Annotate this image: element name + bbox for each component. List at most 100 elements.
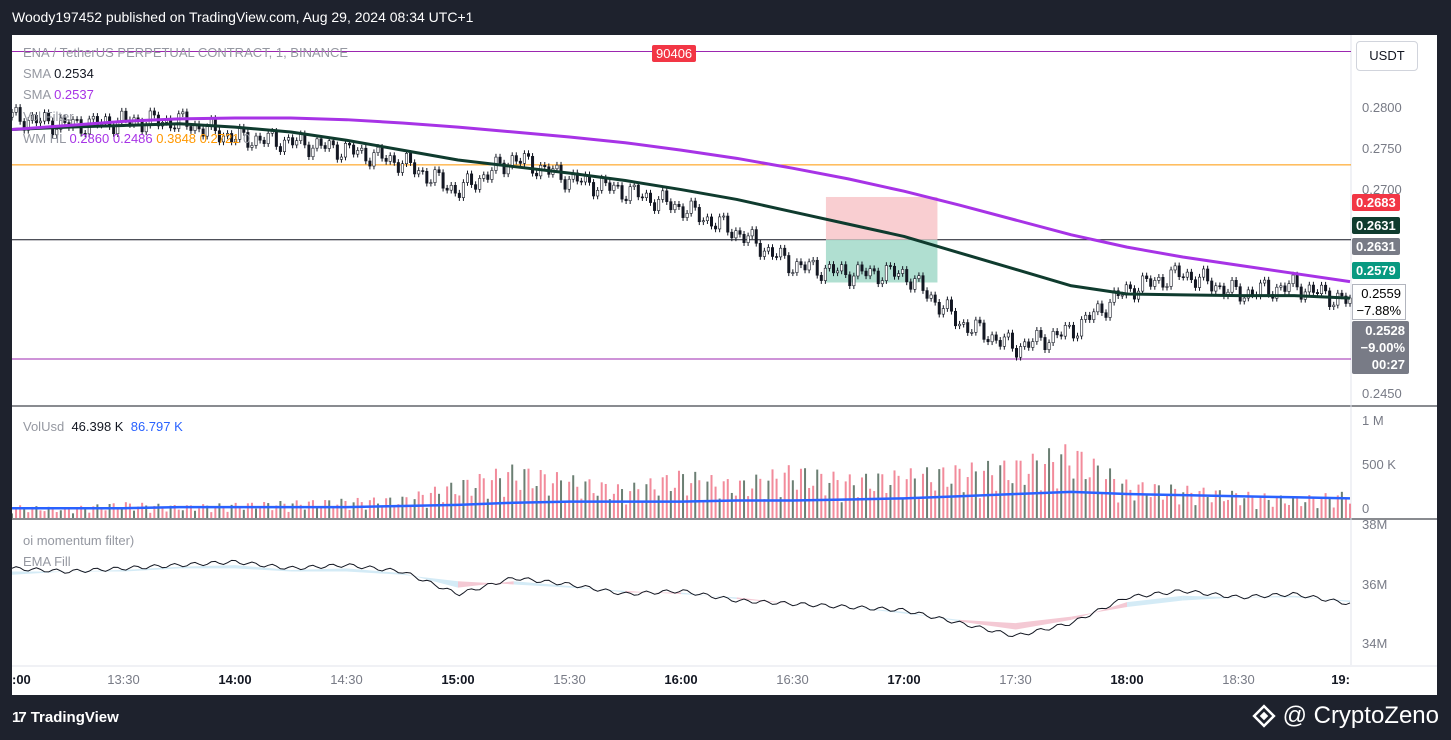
candle-body xyxy=(624,198,628,202)
volume-bar xyxy=(816,469,819,518)
volume-bar xyxy=(523,469,526,518)
volume-bar xyxy=(881,474,884,518)
volume-bar xyxy=(1064,444,1067,518)
candle-body xyxy=(449,184,453,191)
candle-body xyxy=(189,126,193,131)
candle-body xyxy=(815,259,819,276)
volume-bar xyxy=(120,507,123,518)
candle-body xyxy=(59,117,63,130)
candle-body xyxy=(758,242,762,257)
volume-bar xyxy=(970,462,973,518)
candle-body xyxy=(1230,280,1234,293)
ema-fill-segment xyxy=(848,607,904,614)
candle-body xyxy=(1185,271,1189,278)
candle-body xyxy=(844,264,848,276)
candle-body xyxy=(653,202,657,211)
candle-body xyxy=(1015,348,1019,358)
candle-body xyxy=(1108,301,1112,318)
time-tick-label: 16:30 xyxy=(776,672,809,687)
volume-bar xyxy=(568,481,571,518)
candle-body xyxy=(246,132,250,148)
volume-bar xyxy=(669,491,672,518)
candle-body xyxy=(1035,330,1039,342)
candle-body xyxy=(376,146,380,153)
candle-body xyxy=(1169,269,1173,287)
candle-body xyxy=(966,322,970,333)
volume-bar xyxy=(840,502,843,518)
candle-body xyxy=(148,110,152,126)
unit-selector-button[interactable]: USDT xyxy=(1356,41,1418,71)
candle-body xyxy=(1320,284,1324,294)
volume-bar xyxy=(259,507,262,518)
volume-bar xyxy=(543,474,546,518)
candle-body xyxy=(933,294,937,303)
volume-bar xyxy=(1194,505,1197,518)
candle-body xyxy=(1141,275,1145,292)
volume-bar xyxy=(869,488,872,518)
candle-body xyxy=(876,270,880,285)
candle-body xyxy=(1177,265,1181,278)
volume-bar xyxy=(995,490,998,518)
candle-body xyxy=(897,273,901,277)
volume-bar xyxy=(295,500,298,518)
volume-bar xyxy=(551,483,554,518)
volume-bar xyxy=(35,506,38,518)
candle-body xyxy=(913,278,917,290)
candle-body xyxy=(1218,285,1222,288)
oi-line xyxy=(12,559,1351,637)
candle-body xyxy=(83,133,87,135)
candle-body xyxy=(1128,284,1132,289)
volume-bar xyxy=(307,501,310,518)
volume-bar xyxy=(682,474,685,518)
candle-body xyxy=(791,272,795,274)
volume-bar xyxy=(926,467,929,518)
volume-bar xyxy=(1011,483,1014,518)
volume-bar xyxy=(877,473,880,518)
symbol-badge: 90406 xyxy=(652,45,697,62)
volume-bar xyxy=(51,507,54,518)
ema-fill-segment xyxy=(1071,602,1127,620)
volume-bar xyxy=(1304,502,1307,518)
volume-bar xyxy=(43,511,46,518)
tradingview-brand-text: TradingView xyxy=(30,709,119,726)
candle-body xyxy=(1259,282,1263,297)
volume-bar xyxy=(320,507,323,518)
volume-bar xyxy=(832,471,835,518)
volume-bar xyxy=(1292,497,1295,518)
volume-bar xyxy=(405,497,408,518)
volume-bar xyxy=(580,498,583,518)
candle-body xyxy=(677,203,681,207)
candle-body xyxy=(1104,312,1108,318)
volume-bar xyxy=(909,468,912,518)
price-tick-label: 0.2800 xyxy=(1362,100,1402,115)
candle-body xyxy=(502,162,506,175)
volume-bar xyxy=(946,486,949,518)
candle-body xyxy=(681,206,685,218)
candle-body xyxy=(779,247,783,258)
volume-bar xyxy=(96,504,99,518)
candle-body xyxy=(1071,324,1075,339)
candle-body xyxy=(868,268,872,277)
volume-bar xyxy=(1283,503,1286,518)
volume-bar xyxy=(1072,478,1075,518)
volume-bar xyxy=(1255,509,1258,518)
volume-bar xyxy=(751,488,754,518)
volume-ma-line xyxy=(12,490,1351,510)
time-tick-label: 17:00 xyxy=(887,672,920,687)
volume-bar xyxy=(324,500,327,518)
symbol-line: ENA / TetherUS PERPETUAL CONTRACT, 1, BI… xyxy=(23,45,349,60)
volume-bar xyxy=(433,486,436,518)
oi-tick-label: 34M xyxy=(1362,636,1388,651)
ema-fill-segment xyxy=(569,586,626,593)
volume-bar xyxy=(1344,499,1347,518)
candle-body xyxy=(775,256,779,258)
volume-bar xyxy=(1027,473,1030,518)
candle-body xyxy=(453,184,457,194)
candle-body xyxy=(640,196,644,199)
volume-bar xyxy=(271,510,274,518)
candle-body xyxy=(1084,314,1088,320)
volume-bar xyxy=(1202,487,1205,518)
volume-bar xyxy=(661,477,664,518)
volume-bar xyxy=(917,497,920,518)
candle-body xyxy=(437,169,441,173)
